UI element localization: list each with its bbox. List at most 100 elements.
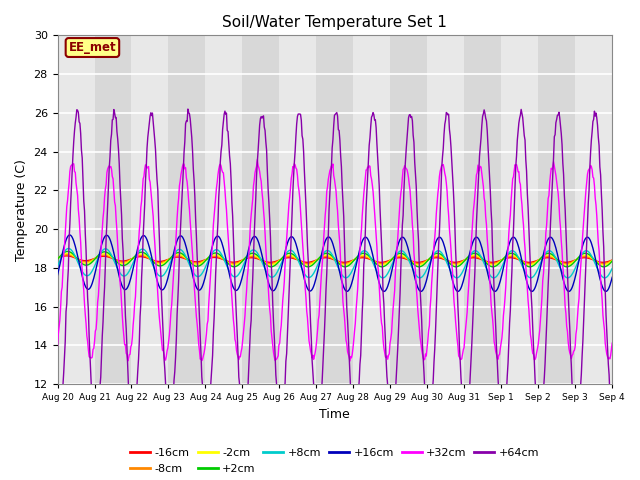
- Bar: [575, 36, 612, 384]
- -8cm: [207, 254, 215, 260]
- +64cm: [314, 425, 322, 431]
- +32cm: [54, 343, 61, 348]
- Text: EE_met: EE_met: [68, 41, 116, 54]
- Line: -16cm: -16cm: [58, 256, 612, 263]
- Bar: [280, 36, 316, 384]
- -2cm: [403, 255, 411, 261]
- +8cm: [420, 272, 428, 277]
- +2cm: [64, 249, 72, 254]
- Line: -2cm: -2cm: [58, 253, 612, 265]
- +8cm: [207, 252, 215, 258]
- -2cm: [122, 260, 129, 266]
- -8cm: [54, 255, 61, 261]
- +16cm: [66, 232, 74, 238]
- +2cm: [122, 262, 129, 268]
- -16cm: [65, 253, 72, 259]
- Bar: [316, 36, 353, 384]
- -8cm: [122, 259, 129, 265]
- +8cm: [178, 248, 186, 253]
- +16cm: [609, 275, 616, 280]
- +64cm: [609, 418, 616, 424]
- +32cm: [124, 358, 132, 364]
- Bar: [501, 36, 538, 384]
- Line: +16cm: +16cm: [58, 235, 612, 291]
- +2cm: [609, 258, 616, 264]
- Line: -8cm: -8cm: [58, 255, 612, 264]
- -8cm: [65, 252, 72, 258]
- -2cm: [419, 261, 427, 266]
- +16cm: [64, 234, 72, 240]
- Y-axis label: Temperature (C): Temperature (C): [15, 159, 28, 261]
- -8cm: [404, 256, 412, 262]
- -2cm: [207, 253, 215, 259]
- -16cm: [207, 255, 215, 261]
- X-axis label: Time: Time: [319, 408, 350, 420]
- Bar: [390, 36, 428, 384]
- Bar: [95, 36, 131, 384]
- +64cm: [64, 280, 72, 286]
- +64cm: [207, 378, 215, 384]
- +64cm: [121, 294, 129, 300]
- +16cm: [178, 233, 186, 239]
- +32cm: [253, 156, 261, 162]
- -16cm: [599, 260, 607, 265]
- Bar: [58, 36, 95, 384]
- -2cm: [489, 262, 497, 268]
- +16cm: [207, 249, 215, 254]
- -2cm: [54, 256, 61, 262]
- +2cm: [600, 264, 607, 270]
- +8cm: [404, 255, 412, 261]
- +64cm: [404, 124, 412, 130]
- Line: +64cm: +64cm: [58, 109, 612, 428]
- -8cm: [267, 261, 275, 266]
- +2cm: [178, 251, 186, 256]
- Bar: [168, 36, 205, 384]
- +32cm: [420, 357, 428, 363]
- +16cm: [122, 287, 129, 292]
- Bar: [205, 36, 243, 384]
- +2cm: [54, 256, 61, 262]
- -16cm: [609, 257, 616, 263]
- -2cm: [609, 258, 616, 264]
- +8cm: [64, 246, 72, 252]
- -16cm: [54, 255, 61, 261]
- -8cm: [63, 252, 70, 258]
- +16cm: [491, 288, 499, 294]
- +2cm: [419, 262, 427, 268]
- +32cm: [207, 264, 215, 270]
- +32cm: [121, 342, 129, 348]
- +16cm: [403, 242, 411, 248]
- -16cm: [122, 258, 129, 264]
- +2cm: [65, 249, 72, 254]
- -16cm: [178, 255, 186, 261]
- Legend: -16cm, -8cm, -2cm, +2cm, +8cm, +16cm, +32cm, +64cm: -16cm, -8cm, -2cm, +2cm, +8cm, +16cm, +3…: [126, 444, 544, 478]
- Bar: [353, 36, 390, 384]
- +8cm: [54, 263, 61, 269]
- -8cm: [178, 254, 186, 260]
- Bar: [243, 36, 280, 384]
- +64cm: [420, 369, 428, 375]
- -16cm: [63, 253, 70, 259]
- -2cm: [65, 251, 72, 256]
- +16cm: [419, 287, 427, 292]
- Bar: [428, 36, 464, 384]
- Title: Soil/Water Temperature Set 1: Soil/Water Temperature Set 1: [223, 15, 447, 30]
- Bar: [538, 36, 575, 384]
- +32cm: [178, 168, 186, 173]
- +64cm: [184, 106, 192, 112]
- +32cm: [609, 340, 616, 346]
- +8cm: [380, 275, 387, 281]
- Bar: [131, 36, 168, 384]
- Bar: [464, 36, 501, 384]
- Line: +2cm: +2cm: [58, 252, 612, 267]
- +64cm: [177, 217, 185, 223]
- +2cm: [403, 254, 411, 260]
- +8cm: [65, 246, 72, 252]
- Line: +8cm: +8cm: [58, 249, 612, 278]
- -2cm: [178, 252, 186, 258]
- -16cm: [419, 259, 427, 264]
- +16cm: [54, 272, 61, 278]
- -16cm: [403, 256, 411, 262]
- +64cm: [54, 413, 61, 419]
- +32cm: [404, 170, 412, 176]
